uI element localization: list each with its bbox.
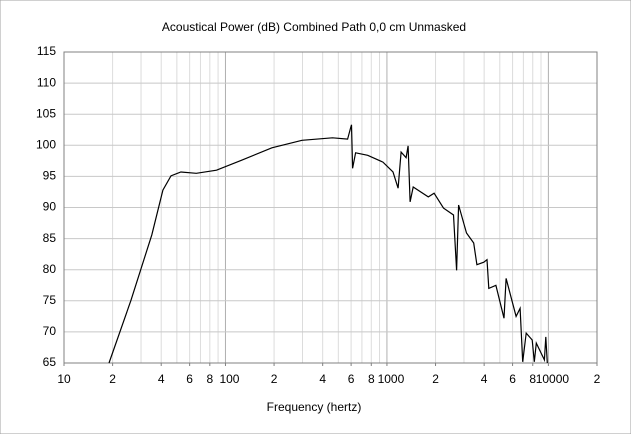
y-tick-label: 90 (43, 200, 57, 214)
y-tick-label: 65 (43, 355, 57, 369)
x-tick-label: 2 (594, 372, 601, 386)
series-line (108, 124, 548, 364)
y-tick-label: 70 (43, 324, 57, 338)
y-tick-label: 115 (37, 44, 56, 58)
x-tick-label: 8 (206, 372, 213, 386)
x-tick-label: 8 (368, 372, 375, 386)
x-tick-label: 6 (509, 372, 516, 386)
y-tick-label: 110 (37, 75, 56, 89)
y-tick-label: 80 (43, 262, 57, 276)
x-tick-label: 100 (219, 372, 239, 386)
x-tick-label: 6 (348, 372, 355, 386)
x-tick-label: 10000 (536, 372, 570, 386)
y-tick-label: 75 (43, 293, 57, 307)
x-tick-label: 8 (529, 372, 536, 386)
x-tick-label: 4 (158, 372, 165, 386)
y-tick-label: 95 (43, 169, 57, 183)
x-tick-label: 2 (271, 372, 278, 386)
x-tick-label: 2 (109, 372, 116, 386)
x-tick-label: 10 (57, 372, 71, 386)
x-tick-label: 4 (481, 372, 488, 386)
x-axis-label: Frequency (hertz) (267, 400, 362, 414)
x-tick-label: 4 (319, 372, 326, 386)
x-tick-label: 6 (186, 372, 193, 386)
y-tick-label: 105 (36, 106, 56, 120)
y-tick-label: 100 (36, 137, 56, 151)
x-tick-label: 1000 (378, 372, 405, 386)
y-tick-label: 85 (43, 231, 57, 245)
plot-border (63, 51, 598, 364)
x-tick-label: 2 (432, 372, 439, 386)
chart-title: Acoustical Power (dB) Combined Path 0,0 … (162, 20, 466, 34)
